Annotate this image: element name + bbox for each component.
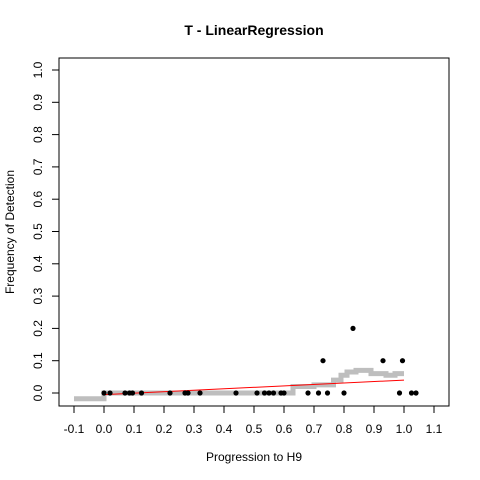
data-point bbox=[320, 358, 326, 364]
y-tick-label: 0.3 bbox=[31, 287, 45, 304]
data-point bbox=[167, 390, 173, 396]
x-tick-label: 0.7 bbox=[306, 422, 323, 436]
data-point bbox=[324, 390, 331, 396]
data-point bbox=[315, 390, 322, 396]
data-point bbox=[138, 390, 145, 396]
x-tick-label: 0.3 bbox=[186, 422, 203, 436]
data-point bbox=[233, 390, 239, 396]
x-tick-label: 1.0 bbox=[396, 422, 413, 436]
data-point bbox=[399, 358, 406, 364]
data-point bbox=[281, 390, 287, 396]
y-tick-label: 0.8 bbox=[31, 126, 45, 143]
x-tick-label: 0.1 bbox=[126, 422, 143, 436]
y-tick-label: 1.0 bbox=[31, 61, 45, 78]
y-axis: 0.0 0.1 0.2 0.3 0.4 0.5 0.6 0.7 0.8 0.9 1.0 bbox=[31, 61, 60, 401]
y-axis-label: Frequency of Detection bbox=[3, 170, 17, 294]
y-tick-label: 0.5 bbox=[31, 223, 45, 240]
x-tick-label: 0.6 bbox=[276, 422, 293, 436]
chart-title: T - LinearRegression bbox=[184, 22, 323, 38]
data-point bbox=[380, 358, 386, 364]
data-point bbox=[107, 390, 113, 396]
data-point bbox=[185, 390, 191, 396]
x-tick-label: 1.1 bbox=[426, 422, 443, 436]
x-tick-label: 0.2 bbox=[156, 422, 173, 436]
x-tick-label: 0.5 bbox=[246, 422, 263, 436]
x-tick-label: 0.0 bbox=[96, 422, 113, 436]
data-point bbox=[413, 390, 419, 396]
x-tick-label: 0.8 bbox=[336, 422, 353, 436]
data-point bbox=[101, 390, 107, 396]
data-point bbox=[129, 390, 136, 396]
x-axis: -0.1 0.0 0.1 0.2 0.3 0.4 0.5 0.6 0.7 0.8 0.9 1.0 1.1 bbox=[64, 405, 443, 436]
y-tick-label: 0.4 bbox=[31, 255, 45, 272]
x-tick-label: -0.1 bbox=[64, 422, 85, 436]
x-tick-label: 0.4 bbox=[216, 422, 233, 436]
data-point bbox=[408, 390, 415, 396]
data-point bbox=[305, 390, 311, 396]
data-point bbox=[261, 390, 268, 396]
plot-layer bbox=[74, 325, 419, 402]
y-tick-label: 0.2 bbox=[31, 320, 45, 337]
running-mean-line bbox=[74, 367, 404, 402]
y-tick-label: 0.7 bbox=[31, 158, 45, 175]
y-tick-label: 0.9 bbox=[31, 94, 45, 111]
data-point bbox=[122, 390, 128, 396]
x-tick-label: 0.9 bbox=[366, 422, 383, 436]
y-tick-label: 0.6 bbox=[31, 191, 45, 208]
data-point bbox=[341, 390, 347, 396]
data-point bbox=[270, 390, 277, 396]
trend-line bbox=[103, 379, 405, 396]
y-tick-label: 0.0 bbox=[31, 384, 45, 401]
data-point bbox=[266, 390, 272, 396]
y-tick-label: 0.1 bbox=[31, 352, 45, 369]
data-point bbox=[254, 390, 260, 396]
data-point bbox=[197, 390, 203, 396]
x-axis-label: Progression to H9 bbox=[206, 450, 302, 464]
data-point bbox=[396, 390, 403, 396]
data-point bbox=[350, 325, 356, 331]
